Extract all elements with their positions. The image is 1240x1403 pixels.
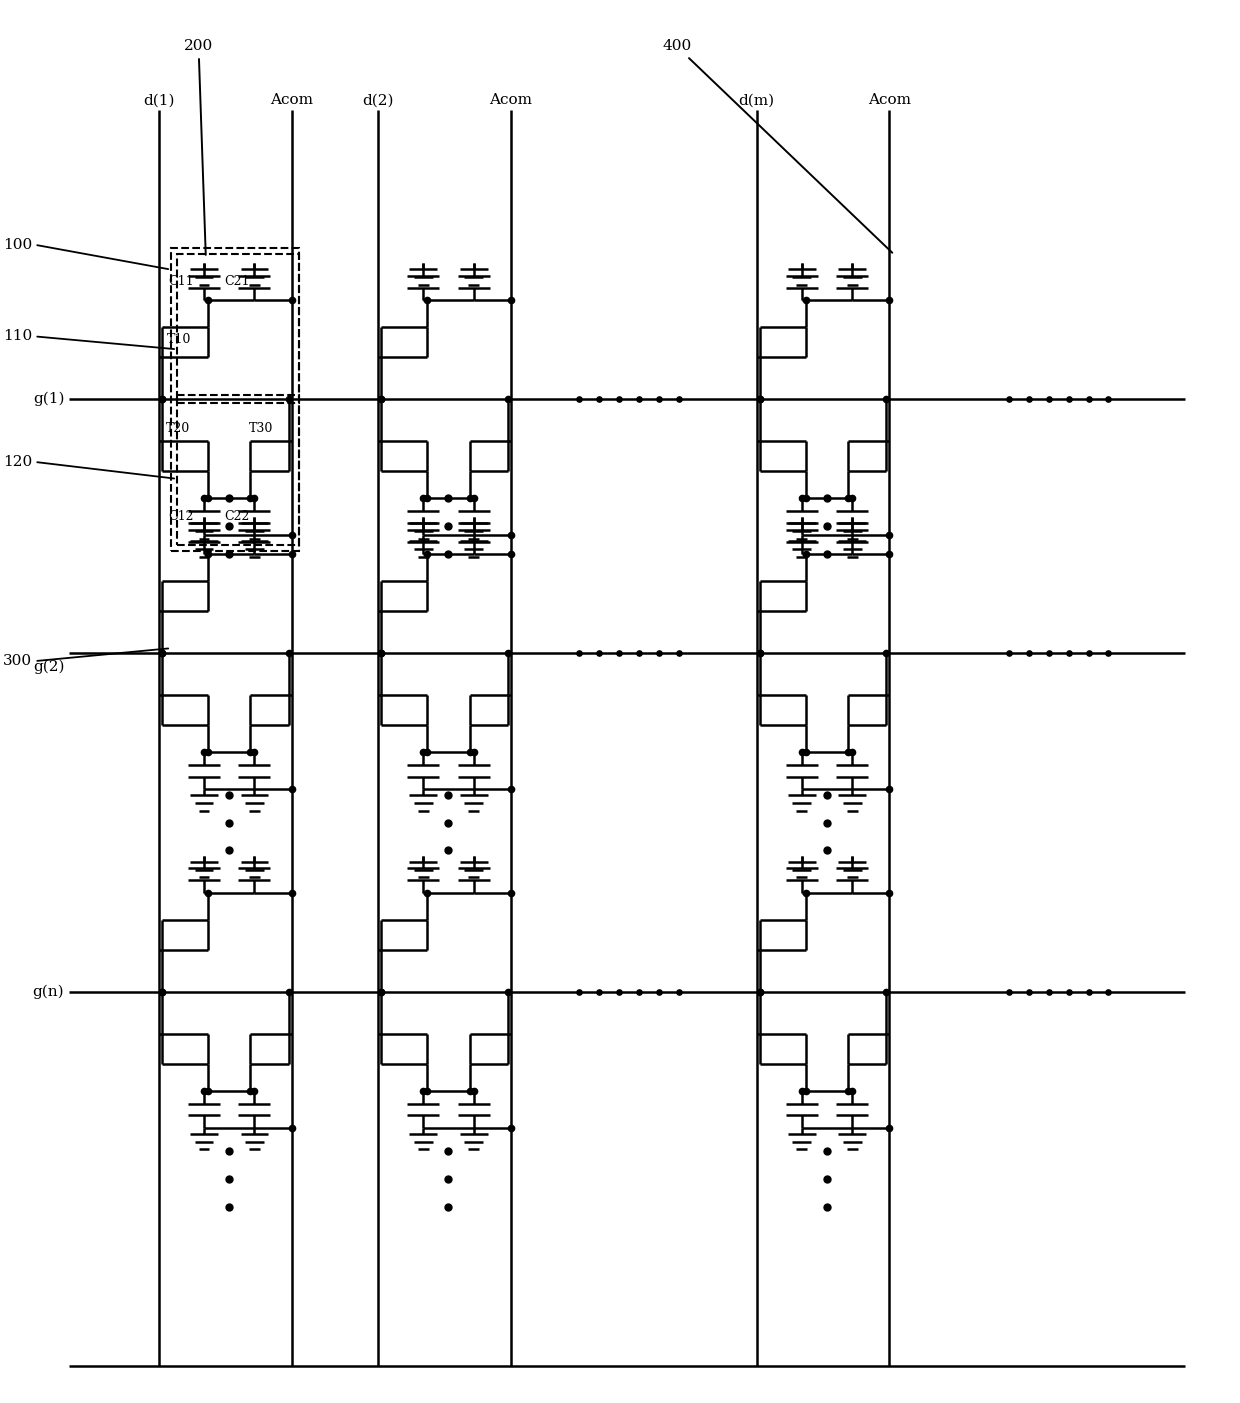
Text: g(n): g(n) <box>32 985 64 999</box>
Text: Acom: Acom <box>490 93 532 107</box>
Text: 300: 300 <box>4 654 32 668</box>
Bar <box>177 396 300 544</box>
Text: 110: 110 <box>4 330 32 344</box>
Bar <box>171 248 300 550</box>
Text: d(m): d(m) <box>739 93 775 107</box>
Text: 400: 400 <box>662 39 893 253</box>
Text: 120: 120 <box>4 455 32 469</box>
Text: T20: T20 <box>166 421 190 435</box>
Text: Acom: Acom <box>868 93 911 107</box>
Text: g(1): g(1) <box>33 391 64 407</box>
Text: g(2): g(2) <box>33 659 64 675</box>
Text: T30: T30 <box>248 421 273 435</box>
Bar <box>177 254 300 403</box>
Text: 100: 100 <box>4 237 32 251</box>
Text: T10: T10 <box>167 333 191 347</box>
Text: d(1): d(1) <box>144 93 175 107</box>
Text: C22: C22 <box>224 511 250 523</box>
Text: 200: 200 <box>184 39 213 255</box>
Text: C21: C21 <box>224 275 250 288</box>
Text: C11: C11 <box>169 275 193 288</box>
Text: d(2): d(2) <box>362 93 394 107</box>
Text: C12: C12 <box>169 511 193 523</box>
Text: Acom: Acom <box>270 93 312 107</box>
